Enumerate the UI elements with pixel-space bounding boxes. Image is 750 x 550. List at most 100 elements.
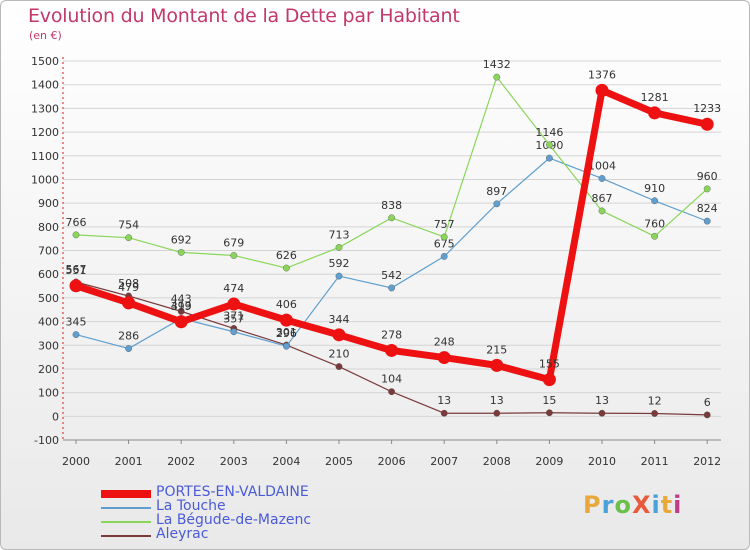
data-label: 551	[66, 264, 87, 277]
data-point	[388, 388, 395, 396]
data-point	[440, 253, 448, 260]
y-tick-label: 1100	[31, 150, 59, 163]
chart-title: Evolution du Montant de la Dette par Hab…	[28, 5, 460, 27]
data-label: 13	[437, 394, 451, 407]
data-label: 479	[118, 281, 139, 294]
y-tick-label: 400	[38, 316, 59, 329]
data-point	[335, 363, 343, 370]
data-label: 6	[704, 396, 711, 409]
data-point	[493, 409, 501, 417]
data-point	[282, 342, 290, 350]
data-point	[227, 297, 241, 311]
data-point	[490, 358, 504, 372]
data-label: 867	[592, 192, 613, 205]
y-tick-label: 300	[38, 339, 59, 352]
data-label: 824	[697, 202, 718, 215]
data-label: 897	[486, 185, 507, 198]
data-label: 15	[542, 394, 556, 407]
data-label: 248	[434, 336, 455, 349]
x-tick-label: 2002	[167, 455, 195, 468]
y-tick-label: 200	[38, 363, 59, 376]
data-label: 215	[486, 343, 507, 356]
data-label: 296	[276, 327, 297, 340]
data-label: 1432	[483, 58, 511, 71]
data-point	[230, 328, 238, 336]
y-tick-label: 1300	[31, 102, 59, 115]
data-label: 1376	[588, 68, 616, 81]
data-label: 754	[118, 219, 139, 232]
data-point	[703, 185, 711, 193]
data-point	[437, 351, 451, 365]
data-point	[493, 73, 501, 81]
x-tick-label: 2001	[115, 455, 143, 468]
data-label: 1281	[641, 91, 669, 104]
data-label: 1146	[535, 126, 563, 139]
x-tick-label: 2000	[62, 455, 90, 468]
data-label: 399	[171, 300, 192, 313]
legend-swatch	[101, 535, 151, 537]
y-tick-label: 1000	[31, 173, 59, 186]
data-label: 766	[66, 216, 87, 229]
data-point	[546, 141, 553, 149]
data-label: 104	[381, 373, 402, 386]
logo-letter: t	[660, 491, 674, 519]
data-label: 679	[223, 236, 244, 249]
data-label: 278	[381, 328, 402, 341]
data-point	[385, 343, 399, 357]
data-point	[651, 197, 658, 205]
legend-swatch	[101, 521, 151, 523]
data-label: 301	[276, 326, 297, 339]
data-label: 286	[118, 330, 139, 343]
x-tick-label: 2004	[272, 455, 300, 468]
data-point	[493, 200, 501, 208]
data-label: 345	[66, 316, 87, 329]
data-label: 910	[644, 182, 665, 195]
y-tick-label: 500	[38, 292, 59, 305]
x-tick-label: 2005	[325, 455, 353, 468]
logo-letter: r	[601, 491, 615, 519]
legend-label: Aleyrac	[156, 526, 209, 542]
y-tick-label: 600	[38, 268, 59, 281]
data-point	[177, 307, 185, 315]
data-point	[282, 264, 290, 272]
proxiti-logo: ProXiti	[583, 491, 682, 519]
data-point	[546, 409, 553, 417]
data-point	[174, 315, 188, 329]
logo-letter: P	[583, 491, 602, 519]
data-label: 210	[329, 348, 350, 361]
data-point	[648, 106, 662, 120]
data-point	[598, 175, 606, 182]
data-label: 542	[381, 269, 402, 282]
data-label: 1233	[693, 102, 721, 115]
data-point	[440, 233, 448, 241]
data-point	[703, 217, 711, 225]
y-tick-label: 1200	[31, 126, 59, 139]
logo-letter: i	[673, 491, 683, 519]
data-point	[335, 272, 343, 280]
data-point	[598, 207, 606, 215]
legend-label: La Touche	[156, 498, 226, 514]
data-label: 357	[223, 313, 244, 326]
data-label: 592	[329, 257, 350, 270]
x-tick-label: 2010	[588, 455, 616, 468]
data-label: 155	[539, 358, 560, 371]
logo-letter: o	[614, 491, 632, 519]
data-point	[72, 231, 80, 239]
data-label: 508	[118, 277, 139, 290]
y-tick-label: 800	[38, 221, 59, 234]
data-label: 443	[171, 292, 192, 305]
data-label: 960	[697, 170, 718, 183]
data-point	[700, 117, 714, 131]
logo-letter: i	[651, 491, 661, 519]
data-point	[651, 410, 658, 417]
chart-subtitle: (en €)	[29, 29, 62, 42]
x-tick-label: 2003	[220, 455, 248, 468]
data-point	[388, 214, 395, 222]
data-point	[125, 345, 133, 352]
data-point	[440, 409, 448, 417]
data-label: 626	[276, 249, 297, 262]
x-tick-label: 2012	[693, 455, 721, 468]
data-label: 371	[223, 309, 244, 322]
legend-label: PORTES-EN-VALDAINE	[156, 484, 309, 500]
x-tick-label: 2006	[378, 455, 406, 468]
